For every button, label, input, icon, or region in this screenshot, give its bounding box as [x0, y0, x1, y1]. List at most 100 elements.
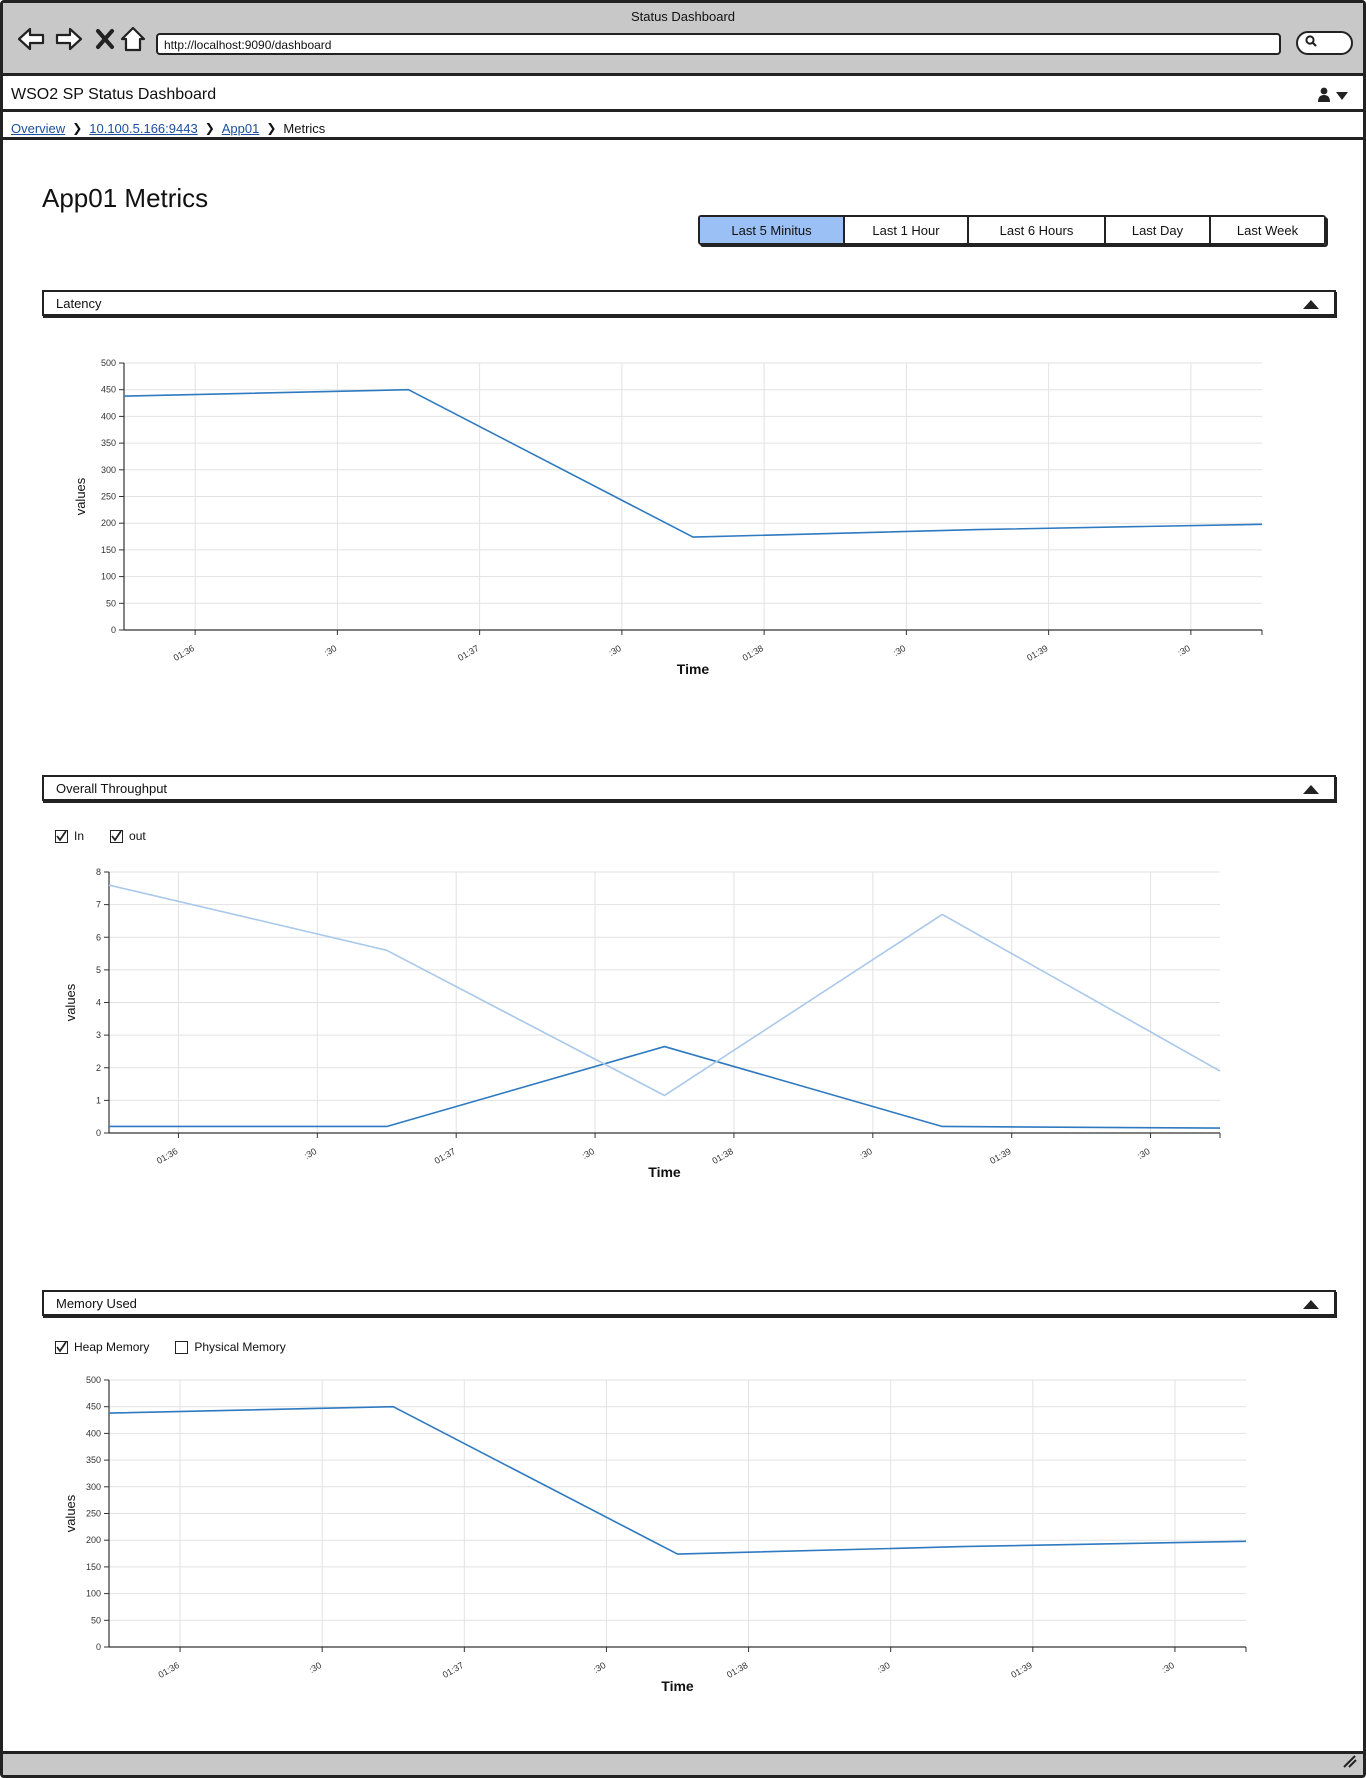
y-tick-label: 2	[96, 1063, 101, 1073]
y-axis-label: values	[63, 1494, 78, 1532]
user-menu[interactable]	[1317, 87, 1349, 107]
y-tick-label: 50	[91, 1615, 101, 1625]
chevron-right-icon: ❯	[72, 121, 83, 135]
x-axis-label: Time	[648, 1164, 681, 1180]
heap-memory-checkbox[interactable]: Heap Memory	[55, 1340, 149, 1354]
y-tick-label: 200	[101, 518, 116, 528]
time-range-selector: Last 5 Minitus Last 1 Hour Last 6 Hours …	[698, 215, 1326, 245]
y-tick-label: 50	[106, 598, 116, 608]
x-tick-label: :30	[1160, 1660, 1176, 1675]
section-title: Overall Throughput	[56, 780, 168, 796]
memory-chart: 0 50 100 150 200 250 300 350 400 450 500 01:36:30 01…	[63, 1375, 1247, 1694]
x-tick-label: :30	[876, 1660, 892, 1675]
y-tick-label: 100	[86, 1589, 101, 1599]
throughput-series-toggles: In out	[55, 829, 146, 843]
breadcrumb-app[interactable]: App01	[221, 120, 260, 136]
y-tick-label: 0	[96, 1642, 101, 1652]
y-tick-label: 450	[101, 385, 116, 395]
x-tick-label: :30	[858, 1146, 874, 1161]
in-checkbox[interactable]: In	[55, 829, 84, 843]
x-tick-label: 01:38	[725, 1660, 750, 1680]
home-icon[interactable]	[119, 25, 147, 53]
range-last-week-button[interactable]: Last Week	[1211, 217, 1324, 243]
x-tick-label: :30	[323, 643, 339, 658]
heap-memory-label: Heap Memory	[74, 1340, 150, 1354]
x-tick-label: :30	[592, 1660, 608, 1675]
chevron-right-icon: ❯	[204, 121, 215, 135]
x-tick-label: 01:37	[433, 1146, 458, 1166]
y-tick-label: 150	[86, 1562, 101, 1572]
range-last-day-button[interactable]: Last Day	[1106, 217, 1211, 243]
browser-statusbar	[3, 1751, 1363, 1775]
forward-arrow-icon[interactable]	[55, 25, 83, 53]
y-tick-label: 500	[86, 1375, 101, 1385]
page-title: App01 Metrics	[42, 183, 209, 213]
back-arrow-icon[interactable]	[17, 25, 45, 53]
x-tick-label: 01:36	[157, 1660, 182, 1680]
y-tick-label: 7	[96, 900, 101, 910]
y-axis-label: values	[73, 477, 88, 515]
browser-search-field[interactable]	[1296, 31, 1353, 55]
x-tick-label: 01:37	[441, 1660, 466, 1680]
x-tick-label: 01:39	[1025, 643, 1050, 663]
checkbox-checked-icon	[110, 829, 124, 843]
x-tick-label: 01:36	[155, 1146, 180, 1166]
x-tick-label: :30	[580, 1146, 596, 1161]
y-tick-label: 450	[86, 1402, 101, 1412]
chevron-right-icon: ❯	[266, 121, 277, 135]
window-title: Status Dashboard	[630, 9, 736, 24]
x-tick-label: :30	[302, 1146, 318, 1161]
close-icon[interactable]	[91, 25, 119, 53]
section-title: Latency	[56, 295, 102, 311]
y-axis-label: values	[63, 983, 78, 1021]
physical-memory-label: Physical Memory	[194, 1340, 286, 1354]
section-title: Memory Used	[56, 1295, 137, 1311]
throughput-section-header[interactable]: Overall Throughput	[42, 775, 1336, 801]
y-tick-label: 400	[86, 1428, 101, 1438]
range-last-1-hour-button[interactable]: Last 1 Hour	[845, 217, 969, 243]
y-tick-label: 250	[101, 492, 116, 502]
checkbox-checked-icon	[55, 829, 68, 843]
breadcrumb-node[interactable]: 10.100.5.166:9443	[89, 120, 198, 136]
out-checkbox[interactable]: out	[110, 829, 146, 843]
y-tick-label: 1	[96, 1095, 101, 1105]
memory-series-line-heap-memory	[108, 1405, 1247, 1555]
range-last-6-hours-button[interactable]: Last 6 Hours	[969, 217, 1106, 243]
x-axis-label: Time	[677, 661, 710, 677]
y-tick-label: 100	[101, 572, 116, 582]
throughput-series-line-out	[108, 884, 1221, 1097]
url-input[interactable]: http://localhost:9090/dashboard	[156, 33, 1281, 55]
resize-grip-icon[interactable]	[1341, 1754, 1357, 1773]
collapse-triangle-icon[interactable]	[1302, 1298, 1320, 1313]
x-tick-label: :30	[1176, 643, 1192, 658]
collapse-triangle-icon[interactable]	[1302, 783, 1320, 798]
y-tick-label: 300	[101, 465, 116, 475]
y-tick-label: 250	[86, 1509, 101, 1519]
x-tick-label: :30	[607, 643, 623, 658]
physical-memory-checkbox[interactable]: Physical Memory	[175, 1340, 286, 1354]
y-tick-label: 4	[96, 998, 101, 1008]
x-tick-label: 01:39	[988, 1146, 1013, 1166]
y-tick-label: 500	[101, 358, 116, 368]
memory-series-toggles: Heap Memory Physical Memory	[55, 1340, 286, 1354]
x-axis-label: Time	[661, 1678, 694, 1694]
app-title: WSO2 SP Status Dashboard	[11, 86, 217, 103]
y-tick-label: 350	[101, 438, 116, 448]
range-last-5-minutes-button[interactable]: Last 5 Minitus	[700, 217, 845, 243]
collapse-triangle-icon[interactable]	[1302, 298, 1320, 313]
latency-section-header[interactable]: Latency	[42, 290, 1336, 316]
checkbox-checked-icon	[55, 1340, 68, 1354]
y-tick-label: 8	[96, 867, 101, 877]
y-tick-label: 150	[101, 545, 116, 555]
breadcrumb-overview[interactable]: Overview	[11, 120, 66, 136]
throughput-series-line-in	[109, 1045, 1221, 1129]
y-tick-label: 0	[111, 625, 116, 635]
memory-section-header[interactable]: Memory Used	[42, 1290, 1336, 1316]
latency-chart: 0 50 100 150 200 250 300 350 400 450 500 01:36:30 01…	[73, 358, 1263, 677]
browser-titlebar: Status Dashboard http://localhost:9090/d…	[3, 3, 1363, 76]
x-tick-label: :30	[307, 1660, 323, 1675]
out-checkbox-label: out	[129, 829, 146, 843]
search-icon	[1304, 34, 1318, 53]
y-tick-label: 5	[96, 965, 101, 975]
y-tick-label: 300	[86, 1482, 101, 1492]
